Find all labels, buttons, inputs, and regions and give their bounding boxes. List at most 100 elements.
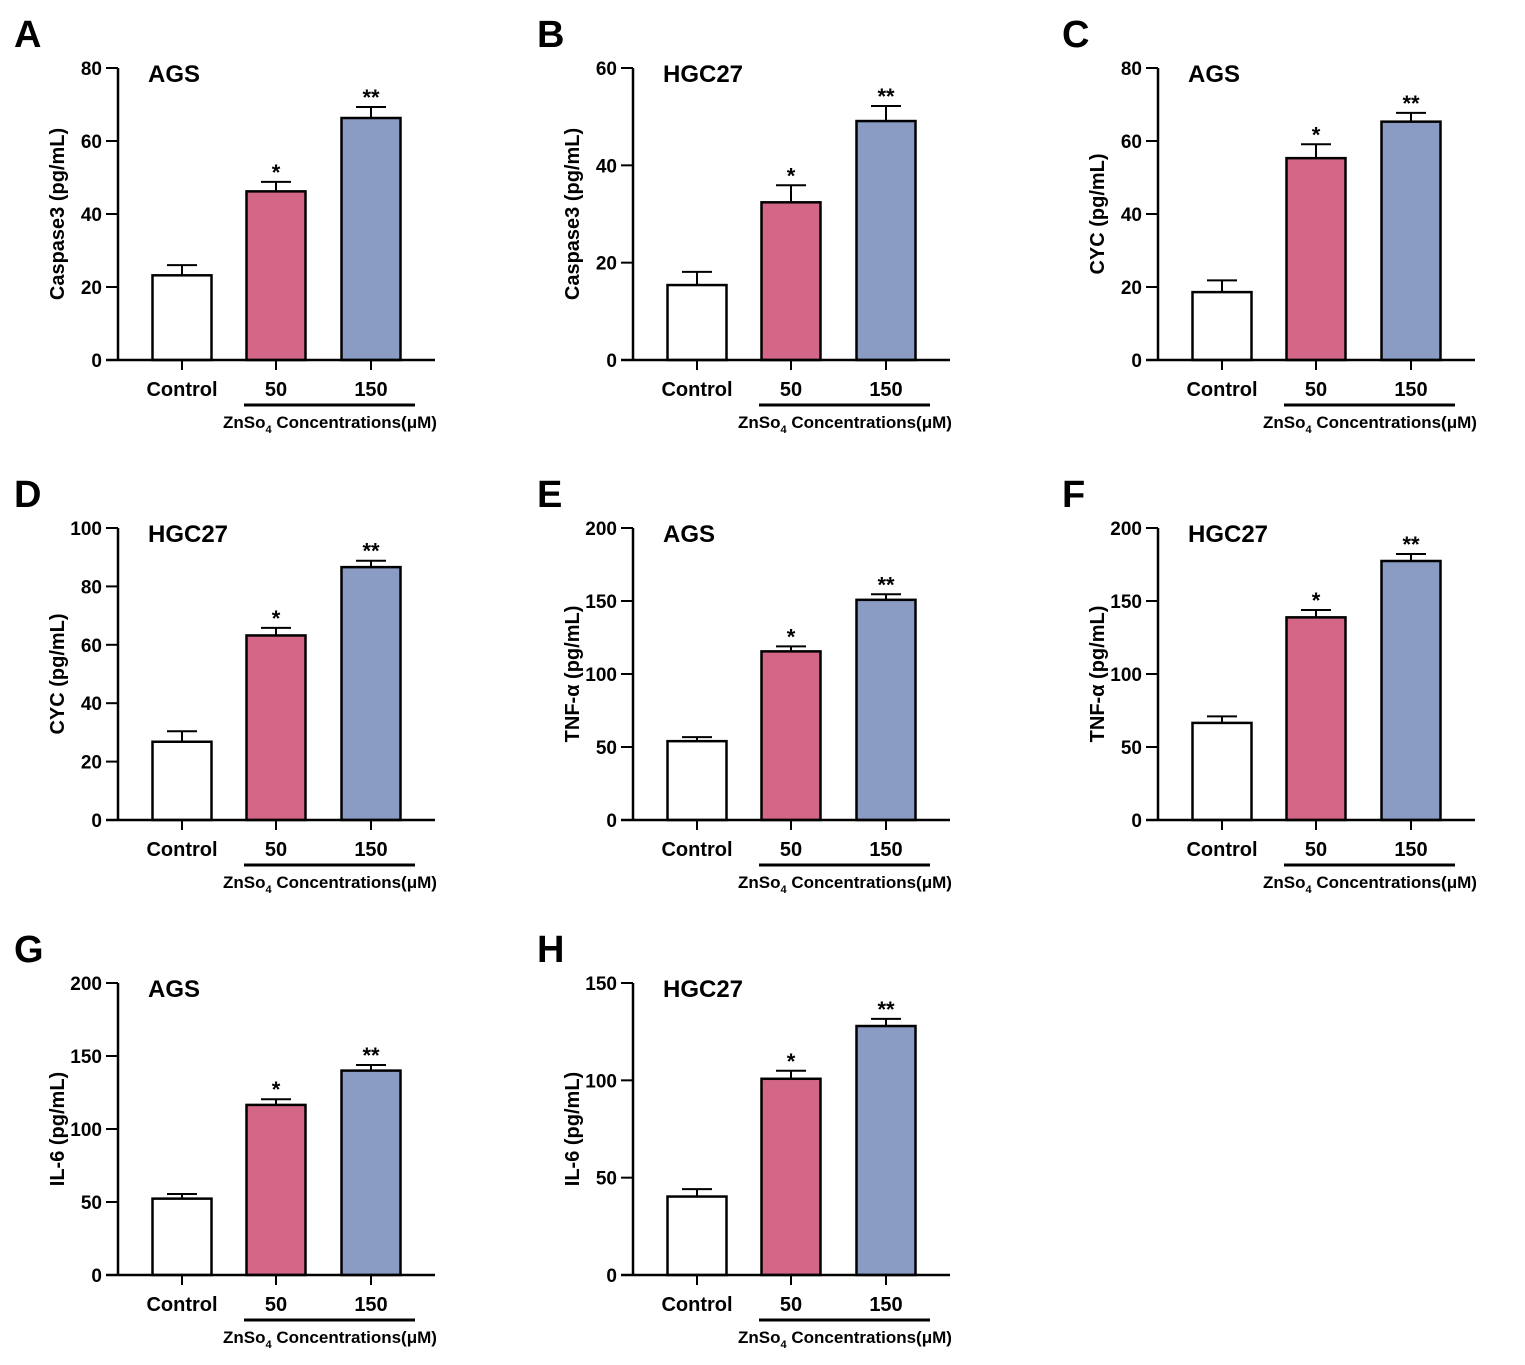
bar-50 [1285, 156, 1347, 362]
y-tick-label: 50 [596, 1169, 617, 1190]
chart-svg: AGS TNF-α (pg/mL) Control * 50 ** 150 0 50 100 150… [562, 519, 952, 896]
y-tick-label: 0 [606, 811, 617, 832]
y-tick-label: 0 [1131, 811, 1142, 832]
x-tick-label: 50 [780, 379, 802, 401]
significance-marker: ** [362, 85, 380, 110]
x-tick-label: Control [146, 839, 217, 861]
x-tick-label: Control [661, 379, 732, 401]
significance-marker: * [272, 160, 281, 185]
bar-control [151, 740, 213, 822]
y-tick-label: 100 [70, 519, 102, 540]
chart-title: HGC27 [663, 976, 743, 1003]
y-axis-label: CYC (pg/mL) [47, 613, 69, 734]
significance-marker: * [272, 1077, 281, 1102]
panel-label: G [14, 929, 44, 971]
y-tick-label: 200 [70, 974, 102, 995]
x-axis-group-label: ZnSo4 Concentrations(μM) [223, 1328, 437, 1351]
bar-control [666, 1195, 728, 1277]
panel-label: C [1062, 14, 1090, 56]
chart-panel-d: D HGC27 CYC (pg/mL) Control * 50 ** 150 0 20 40 60 8… [0, 460, 505, 910]
y-tick-label: 60 [1121, 132, 1142, 153]
y-tick-label: 60 [81, 636, 102, 657]
significance-marker: * [1312, 588, 1321, 613]
chart-panel-e: E AGS TNF-α (pg/mL) Control * 50 ** 150 0 50 100 15… [515, 460, 1020, 910]
y-tick-label: 50 [596, 738, 617, 759]
significance-marker: * [787, 163, 796, 188]
y-tick-label: 40 [1121, 205, 1142, 226]
x-axis-group-label: ZnSo4 Concentrations(μM) [223, 413, 437, 436]
y-tick-label: 40 [81, 205, 102, 226]
chart-title: HGC27 [1188, 521, 1268, 548]
y-tick-label: 0 [91, 1266, 102, 1287]
bar-50 [245, 634, 307, 822]
significance-marker: * [1312, 122, 1321, 147]
x-axis-group-label: ZnSo4 Concentrations(μM) [1263, 873, 1477, 896]
bar-control [666, 739, 728, 822]
chart-title: HGC27 [148, 521, 228, 548]
x-tick-label: Control [146, 1294, 217, 1316]
bar-control [1191, 290, 1253, 362]
x-tick-label: 50 [780, 839, 802, 861]
x-tick-label: 150 [869, 839, 902, 861]
y-tick-label: 80 [81, 577, 102, 598]
significance-marker: ** [877, 84, 895, 109]
chart-panel-c: C AGS CYC (pg/mL) Control * 50 ** 150 0 20 40 60 80 Z… [1040, 0, 1525, 450]
chart-svg: HGC27 Caspase3 (pg/mL) Control * 50 ** 150 0 20 4… [562, 59, 952, 436]
y-tick-label: 100 [1110, 665, 1142, 686]
bar-150 [1380, 120, 1442, 362]
bar-50 [760, 650, 822, 822]
bar-control [151, 1197, 213, 1277]
panel-label: D [14, 474, 42, 516]
significance-marker: ** [877, 997, 895, 1022]
y-tick-label: 40 [81, 694, 102, 715]
chart-panel-b: B HGC27 Caspase3 (pg/mL) Control * 50 ** 150 0 20… [515, 0, 1020, 450]
chart-title: AGS [148, 976, 200, 1003]
y-tick-label: 50 [1121, 738, 1142, 759]
bar-50 [760, 1077, 822, 1277]
x-tick-label: 150 [354, 839, 387, 861]
x-tick-label: 150 [354, 379, 387, 401]
bar-150 [855, 598, 917, 822]
y-axis-label: Caspase3 (pg/mL) [562, 128, 584, 300]
chart-svg: HGC27 CYC (pg/mL) Control * 50 ** 150 0 20 40 60 80… [47, 519, 437, 896]
y-tick-label: 100 [70, 1120, 102, 1141]
y-axis-label: Caspase3 (pg/mL) [47, 128, 69, 300]
x-tick-label: 150 [869, 1294, 902, 1316]
bar-50 [245, 1103, 307, 1277]
chart-title: HGC27 [663, 61, 743, 88]
panel-label: E [537, 474, 563, 516]
y-axis-label: IL-6 (pg/mL) [47, 1072, 69, 1186]
y-tick-label: 150 [1110, 592, 1142, 613]
y-tick-label: 80 [1121, 59, 1142, 80]
significance-marker: * [787, 1049, 796, 1074]
x-axis-group-label: ZnSo4 Concentrations(μM) [1263, 413, 1477, 436]
x-tick-label: Control [661, 839, 732, 861]
bar-50 [1285, 616, 1347, 822]
x-tick-label: 50 [265, 379, 287, 401]
chart-svg: HGC27 IL-6 (pg/mL) Control * 50 ** 150 0 50 100 15… [562, 974, 952, 1351]
y-tick-label: 20 [1121, 278, 1142, 299]
x-axis-group-label: ZnSo4 Concentrations(μM) [738, 413, 952, 436]
bar-150 [340, 565, 402, 822]
y-tick-label: 20 [81, 753, 102, 774]
bar-50 [245, 190, 307, 362]
y-tick-label: 20 [81, 278, 102, 299]
y-axis-label: IL-6 (pg/mL) [562, 1072, 584, 1186]
chart-panel-h: H HGC27 IL-6 (pg/mL) Control * 50 ** 150 0 50 100 1… [515, 915, 1020, 1365]
chart-svg: HGC27 TNF-α (pg/mL) Control * 50 ** 150 0 50 100 1… [1087, 519, 1477, 896]
x-tick-label: 50 [265, 839, 287, 861]
chart-panel-f: F HGC27 TNF-α (pg/mL) Control * 50 ** 150 0 50 100… [1040, 460, 1525, 910]
significance-marker: ** [362, 539, 380, 564]
y-tick-label: 150 [585, 592, 617, 613]
significance-marker: ** [362, 1043, 380, 1068]
bar-control [151, 274, 213, 362]
bar-150 [855, 1024, 917, 1277]
significance-marker: ** [877, 572, 895, 597]
x-tick-label: 50 [1305, 379, 1327, 401]
chart-svg: AGS CYC (pg/mL) Control * 50 ** 150 0 20 40 60 80 Zn… [1087, 59, 1477, 436]
x-tick-label: 50 [265, 1294, 287, 1316]
x-tick-label: 150 [354, 1294, 387, 1316]
x-axis-group-label: ZnSo4 Concentrations(μM) [223, 873, 437, 896]
y-tick-label: 150 [70, 1047, 102, 1068]
y-axis-label: TNF-α (pg/mL) [1087, 606, 1109, 743]
